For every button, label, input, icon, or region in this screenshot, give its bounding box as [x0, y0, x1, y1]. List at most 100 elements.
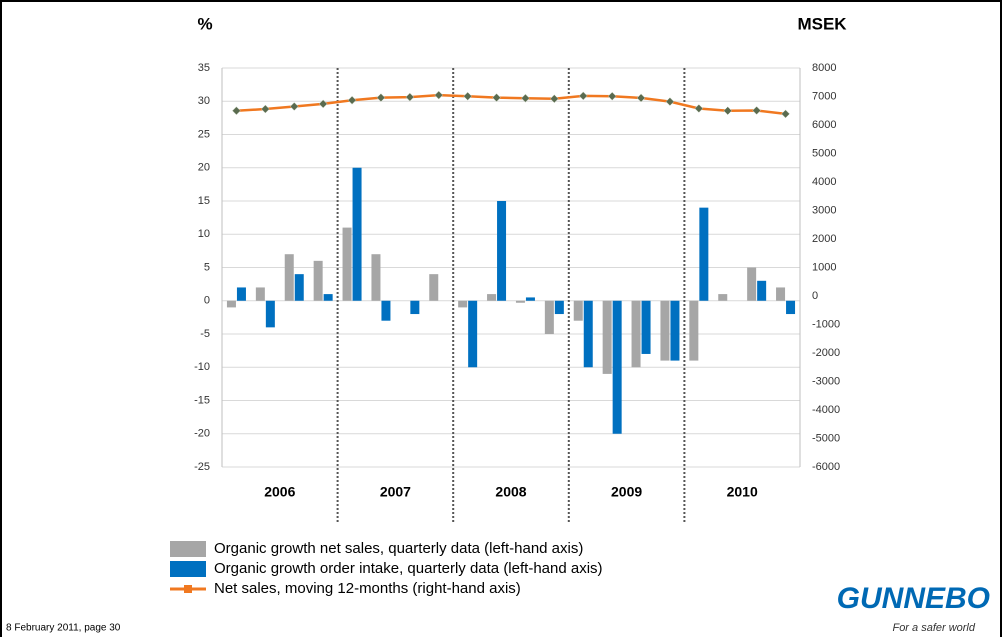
line-marker	[724, 107, 732, 115]
logo: GUNNEBO	[837, 582, 990, 615]
bar	[497, 201, 506, 301]
bar	[381, 301, 390, 321]
group-label: 2010	[727, 484, 758, 500]
line-marker	[406, 93, 414, 101]
y2-tick-label: 0	[812, 290, 818, 302]
bar	[699, 208, 708, 301]
y2-tick-label: 2000	[812, 233, 836, 245]
bar	[343, 228, 352, 301]
line-marker	[435, 91, 443, 99]
bar	[757, 281, 766, 301]
y2-tick-label: -6000	[812, 461, 840, 473]
bar	[689, 301, 698, 361]
bar	[324, 294, 333, 301]
group-label: 2007	[380, 484, 411, 500]
y-tick-label: -10	[194, 361, 210, 373]
bar	[468, 301, 477, 368]
line-marker	[464, 92, 472, 100]
legend-swatch	[184, 585, 192, 593]
legend-label: Organic growth order intake, quarterly d…	[214, 560, 603, 577]
group-label: 2006	[264, 484, 295, 500]
line-marker	[579, 92, 587, 100]
bar	[526, 297, 535, 300]
line-marker	[290, 102, 298, 110]
line-marker	[493, 94, 501, 102]
line	[236, 95, 785, 114]
line-marker	[348, 96, 356, 104]
y2-tick-label: 3000	[812, 204, 836, 216]
y2-tick-label: 8000	[812, 62, 836, 74]
y-tick-label: -5	[200, 328, 210, 340]
bar	[458, 301, 467, 308]
footer-date: 8 February 2011, page 30	[6, 623, 121, 634]
bar	[429, 274, 438, 301]
bar	[227, 301, 236, 308]
bar	[613, 301, 622, 434]
y-tick-label: 20	[198, 162, 210, 174]
bar	[371, 254, 380, 301]
y-tick-label: 5	[204, 261, 210, 273]
line-marker	[666, 98, 674, 106]
y2-tick-label: -1000	[812, 318, 840, 330]
bar	[747, 268, 756, 301]
y2-tick-label: 4000	[812, 176, 836, 188]
bar	[642, 301, 651, 354]
y2-tick-label: -3000	[812, 375, 840, 387]
bar	[266, 301, 275, 328]
line-marker	[695, 104, 703, 112]
y-tick-label: 0	[204, 295, 210, 307]
group-label: 2009	[611, 484, 642, 500]
bar	[256, 287, 265, 300]
bar	[574, 301, 583, 321]
line-marker	[377, 94, 385, 102]
bar	[584, 301, 593, 368]
line-marker	[608, 92, 616, 100]
bar	[786, 301, 795, 314]
line-marker	[753, 106, 761, 114]
tagline: For a safer world	[892, 622, 975, 634]
slide: % MSEK 8 February 2011, page 30 GUNNEBO …	[0, 0, 1003, 637]
y-tick-label: 15	[198, 195, 210, 207]
bar	[718, 294, 727, 301]
bar	[314, 261, 323, 301]
bar	[545, 301, 554, 334]
y-tick-label: 25	[198, 128, 210, 140]
line-marker	[261, 105, 269, 113]
bar	[555, 301, 564, 314]
line-marker	[782, 110, 790, 118]
line-marker	[637, 94, 645, 102]
y-tick-label: 35	[198, 62, 210, 74]
legend-label: Net sales, moving 12-months (right-hand …	[214, 580, 521, 597]
legend-swatch	[170, 541, 206, 557]
y2-tick-label: -2000	[812, 347, 840, 359]
y2-axis-title: MSEK	[797, 14, 847, 33]
bar	[603, 301, 612, 374]
y2-tick-label: 5000	[812, 147, 836, 159]
y2-tick-label: -4000	[812, 404, 840, 416]
group-label: 2008	[495, 484, 526, 500]
bar	[285, 254, 294, 301]
y2-tick-label: 7000	[812, 90, 836, 102]
bar	[353, 168, 362, 301]
bar	[632, 301, 641, 368]
legend-swatch	[170, 561, 206, 577]
y-tick-label: 30	[198, 95, 210, 107]
bar	[410, 301, 419, 314]
line-marker	[232, 107, 240, 115]
y-tick-label: 10	[198, 228, 210, 240]
y-tick-label: -20	[194, 428, 210, 440]
legend-label: Organic growth net sales, quarterly data…	[214, 540, 583, 557]
bar	[670, 301, 679, 361]
y2-tick-label: 1000	[812, 261, 836, 273]
bar	[487, 294, 496, 301]
bar	[295, 274, 304, 301]
y2-tick-label: -5000	[812, 432, 840, 444]
bar	[776, 287, 785, 300]
y-axis-title: %	[197, 14, 212, 33]
y2-tick-label: 6000	[812, 119, 836, 131]
bar	[237, 287, 246, 300]
y-tick-label: -25	[194, 461, 210, 473]
y-tick-label: -15	[194, 394, 210, 406]
bar	[516, 301, 525, 303]
bar	[660, 301, 669, 361]
